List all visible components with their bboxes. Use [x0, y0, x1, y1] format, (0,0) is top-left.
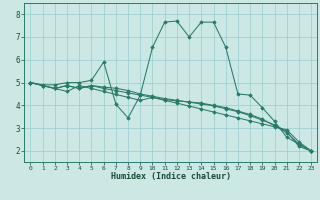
X-axis label: Humidex (Indice chaleur): Humidex (Indice chaleur): [111, 172, 231, 181]
